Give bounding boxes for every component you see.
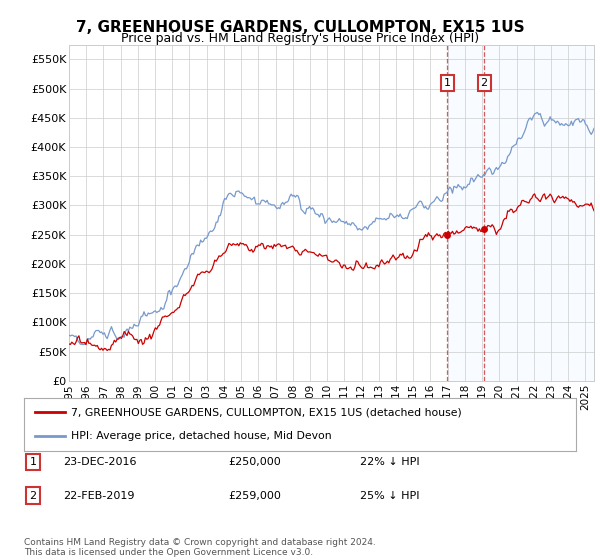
- Text: 2: 2: [481, 78, 488, 88]
- Bar: [448, 45, 594, 381]
- Text: 7, GREENHOUSE GARDENS, CULLOMPTON, EX15 1US: 7, GREENHOUSE GARDENS, CULLOMPTON, EX15 …: [76, 20, 524, 35]
- Text: £259,000: £259,000: [228, 491, 281, 501]
- Text: 2: 2: [29, 491, 37, 501]
- Text: Contains HM Land Registry data © Crown copyright and database right 2024.
This d: Contains HM Land Registry data © Crown c…: [24, 538, 376, 557]
- Text: 23-DEC-2016: 23-DEC-2016: [63, 457, 137, 467]
- Text: HPI: Average price, detached house, Mid Devon: HPI: Average price, detached house, Mid …: [71, 431, 332, 441]
- Text: 1: 1: [443, 78, 451, 88]
- Text: 22-FEB-2019: 22-FEB-2019: [63, 491, 134, 501]
- Text: 7, GREENHOUSE GARDENS, CULLOMPTON, EX15 1US (detached house): 7, GREENHOUSE GARDENS, CULLOMPTON, EX15 …: [71, 408, 461, 418]
- Text: £250,000: £250,000: [228, 457, 281, 467]
- Text: 22% ↓ HPI: 22% ↓ HPI: [360, 457, 419, 467]
- Text: Price paid vs. HM Land Registry's House Price Index (HPI): Price paid vs. HM Land Registry's House …: [121, 32, 479, 45]
- Text: 1: 1: [29, 457, 37, 467]
- Text: 25% ↓ HPI: 25% ↓ HPI: [360, 491, 419, 501]
